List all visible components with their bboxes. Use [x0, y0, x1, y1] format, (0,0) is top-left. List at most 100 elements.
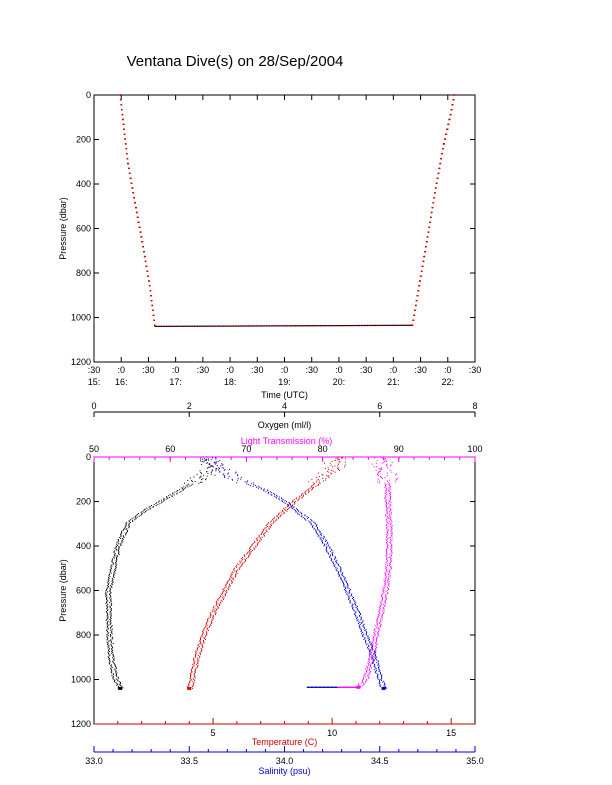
light-profile-point [368, 662, 370, 664]
temperature-profile-point [231, 581, 233, 583]
temperature-profile-point [193, 664, 195, 666]
temperature-profile-point [244, 556, 246, 558]
light-profile-point [384, 483, 386, 485]
oxygen-profile-point [108, 579, 110, 581]
descent-trace-point [425, 246, 427, 248]
light-profile-point [388, 565, 390, 567]
oxygen-profile-point [110, 583, 112, 585]
light-profile-point [385, 550, 387, 552]
light-profile-point [391, 521, 393, 523]
salinity-profile-point [368, 646, 370, 648]
temperature-profile-point [304, 491, 306, 493]
oxygen-profile-point [221, 463, 223, 465]
temperature-profile-point [220, 599, 222, 601]
light-profile-point [364, 672, 366, 674]
oxygen-profile-point [106, 635, 108, 637]
bottom-trace-point [372, 324, 374, 327]
temperature-profile-point [231, 581, 233, 583]
salinity-profile-point [340, 566, 342, 568]
descent-trace-point [449, 118, 451, 121]
salinity-profile-point [364, 638, 366, 640]
y-tick-label: 800 [76, 630, 91, 640]
bottom-trace-point [342, 324, 344, 327]
x-tick-label: :30 [414, 365, 427, 375]
oxygen-profile-point [144, 508, 146, 510]
oxygen-profile-point [191, 480, 193, 482]
light-profile-point [386, 548, 388, 550]
light-profile-point [386, 521, 388, 523]
salinity-profile-point [283, 501, 285, 503]
light-profile-point [365, 679, 367, 680]
oxygen-profile-point [113, 658, 115, 660]
light-profile-point [378, 606, 380, 608]
light-tick-label: 80 [318, 444, 328, 454]
salinity-profile-point [267, 489, 269, 491]
light-profile-point [395, 473, 397, 475]
light-profile-point [375, 642, 377, 644]
bottom-trace-point [235, 325, 238, 327]
descent-trace-point [446, 133, 448, 135]
bottom-trace-point [156, 325, 159, 327]
bottom-trace-point [287, 325, 289, 327]
light-profile-point [377, 611, 379, 613]
salinity-profile-point [378, 683, 380, 685]
light-profile-point [387, 513, 389, 515]
temperature-profile-point [211, 622, 213, 624]
light-profile-point [391, 544, 393, 546]
bottom-trace-point [272, 325, 274, 327]
light-profile-point [387, 581, 389, 583]
salinity-profile-point [321, 541, 323, 543]
oxygen-profile-point [158, 501, 160, 503]
oxygen-profile-point [163, 497, 165, 499]
oxygen-profile-point [110, 643, 112, 645]
salinity-profile-point [294, 509, 296, 511]
temperature-profile-point [285, 507, 287, 509]
descent-trace-point [132, 187, 134, 189]
light-profile-point [361, 682, 363, 684]
oxygen-profile-point [181, 488, 183, 490]
descent-trace-point [422, 265, 424, 267]
oxygen-profile-point [119, 681, 121, 683]
light-profile-point [383, 581, 385, 583]
oxygen-profile-point [150, 505, 152, 507]
light-profile-point [389, 517, 391, 519]
light-profile-point [363, 675, 365, 677]
light-profile-point [381, 600, 383, 602]
temperature-profile-point [224, 594, 226, 596]
bottom-cluster-point [354, 686, 357, 688]
oxygen-profile-point [122, 687, 124, 689]
light-profile-point [372, 638, 374, 640]
bottom-trace-point [339, 324, 341, 327]
light-profile-point [368, 673, 370, 675]
light-profile-point [388, 573, 390, 575]
bottom-trace-point [397, 324, 399, 326]
x-tick-hour-label: 17: [169, 377, 182, 387]
y-tick-label: 1000 [71, 675, 91, 685]
oxygen-profile-point [113, 552, 115, 554]
light-profile-point [385, 539, 387, 541]
light-profile-point [385, 564, 387, 566]
salinity-profile-point [263, 488, 265, 490]
salinity-profile-point [335, 557, 337, 559]
bottom-trace-point [302, 325, 305, 327]
salinity-profile-point [345, 593, 347, 595]
light-profile-point [372, 639, 374, 641]
light-profile-point [386, 509, 388, 511]
salinity-profile-point [362, 624, 364, 626]
salinity-profile-point [341, 574, 343, 576]
salinity-profile-point [224, 475, 226, 477]
light-profile-point [385, 509, 387, 511]
temperature-profile-point [197, 664, 199, 666]
oxygen-profile-point [106, 589, 108, 591]
bottom-trace-point [241, 325, 243, 327]
salinity-profile-point [319, 532, 321, 534]
light-profile-point [387, 538, 389, 540]
oxygen-profile-point [109, 589, 111, 591]
salinity-profile-point [321, 541, 323, 543]
salinity-profile-point [374, 663, 376, 665]
salinity-profile-point [357, 619, 359, 621]
light-profile-point [365, 680, 367, 682]
bottom-cluster-point [316, 686, 318, 688]
temperature-profile-point [196, 658, 198, 660]
salinity-profile-point [326, 551, 328, 553]
